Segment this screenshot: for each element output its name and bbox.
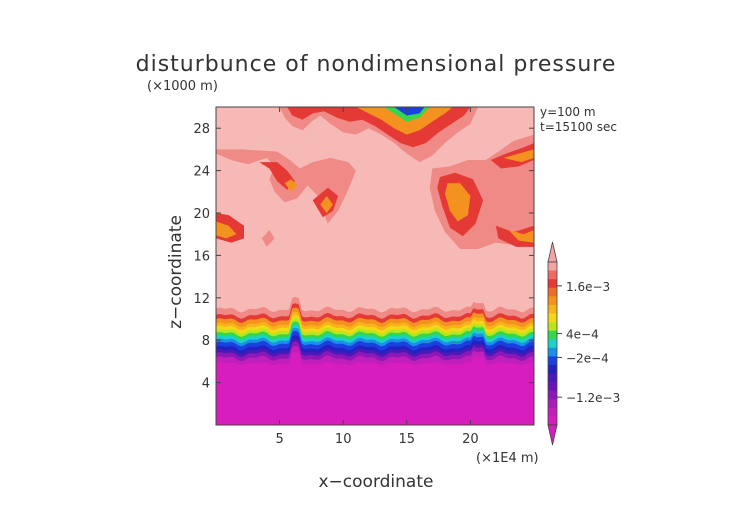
y-tick-label: 8: [202, 334, 210, 349]
contour-patch: [508, 230, 534, 243]
x-axis: 5 10 15 20: [275, 107, 479, 447]
contour-patch: [216, 221, 237, 239]
y-tick-label: 16: [193, 249, 210, 264]
y-tick-label: 20: [193, 207, 210, 222]
colorbar-swatch: [548, 313, 557, 323]
x-tick-label: 10: [335, 432, 352, 447]
colorbar-swatch: [548, 416, 557, 426]
colorbar-swatch: [548, 287, 557, 297]
colorbar-swatch: [548, 330, 557, 340]
contour-patch: [503, 149, 534, 163]
colorbar-label: 1.6e−3: [566, 280, 610, 294]
colorbar-swatch: [548, 322, 557, 331]
colorbar-swatch: [548, 399, 557, 409]
colorbar-label: 4e−4: [566, 328, 599, 342]
contour-patch: [394, 107, 425, 116]
x-axis-label: x−coordinate: [319, 472, 434, 492]
contour-patch: [355, 107, 453, 135]
contour-patch: [284, 179, 298, 192]
colorbar-bottom-arrow: [547, 424, 558, 446]
contour-band: [216, 352, 534, 425]
y-axis: 4 8 12 16 20 24 28: [193, 122, 534, 392]
colorbar-swatch: [548, 390, 557, 400]
x-unit-label: (×1E4 m): [476, 451, 539, 466]
colorbar-swatch: [548, 382, 557, 391]
colorbar-swatch: [548, 262, 557, 271]
contour-patch: [320, 196, 333, 213]
y-axis-label: z−coordinate: [166, 215, 186, 329]
colorbar-swatch: [548, 279, 557, 289]
y-tick-label: 4: [202, 377, 210, 392]
plot-area: [215, 106, 535, 426]
colorbar-top-arrow: [547, 241, 558, 263]
x-tick-label: 15: [399, 432, 416, 447]
x-tick-label: 5: [275, 432, 283, 447]
y-tick-label: 12: [193, 292, 210, 307]
colorbar-swatch: [548, 304, 557, 314]
annotation-t: t=15100 sec: [540, 120, 617, 134]
plot-frame: [215, 106, 535, 426]
colorbar-swatch: [548, 347, 557, 357]
contour-patch: [261, 230, 275, 247]
colorbar-swatch: [548, 356, 557, 366]
colorbar-swatch: [548, 364, 557, 374]
chart-title: disturbunce of nondimensional pressure: [136, 52, 617, 77]
y-tick-label: 28: [193, 122, 210, 137]
colorbar-label: −1.2e−3: [566, 391, 620, 405]
colorbar-swatch: [548, 339, 557, 349]
colorbar-frame: [547, 261, 558, 426]
x-tick-label: 20: [462, 432, 479, 447]
colorbar-swatch: [548, 296, 557, 306]
colorbar-swatch: [548, 373, 557, 383]
colorbar-label: −2e−4: [566, 351, 609, 365]
colorbar-swatch: [548, 270, 557, 280]
colorbar-swatch: [548, 407, 557, 417]
z-unit-label: (×1000 m): [147, 79, 218, 94]
contour-patch: [445, 183, 471, 222]
colorbar: 1.6e−3 4e−4 −2e−4 −1.2e−3: [547, 241, 620, 446]
annotation-y: y=100 m: [540, 105, 596, 119]
y-tick-label: 24: [193, 165, 210, 180]
contour-fields: [216, 107, 534, 425]
